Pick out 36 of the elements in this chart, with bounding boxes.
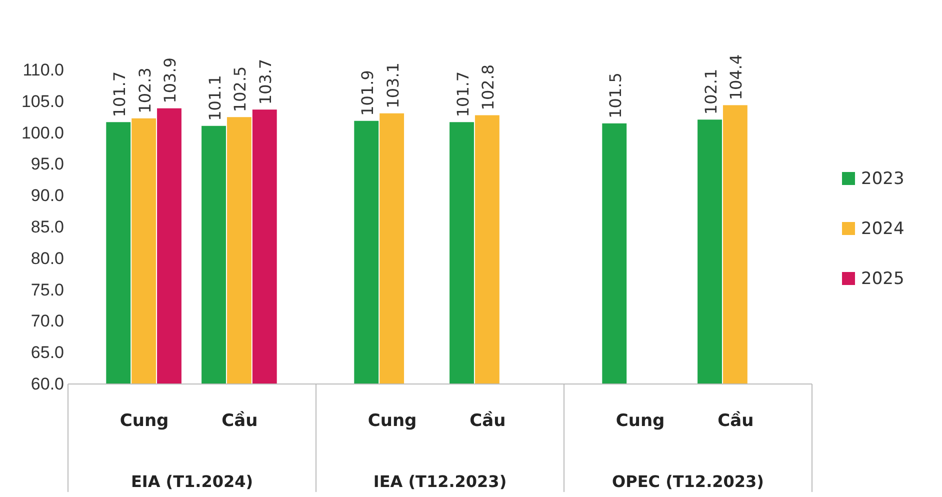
data-label: 101.9 (358, 70, 377, 116)
data-label: 103.7 (256, 58, 276, 105)
data-label: 102.1 (701, 68, 720, 115)
data-label: 102.8 (478, 64, 498, 110)
text: OPEC (T12.2023) (612, 472, 764, 491)
y-tick-label: 95.0 (30, 154, 64, 174)
data-label: 104.4 (726, 54, 746, 100)
x-tick-label: Cung (616, 411, 665, 431)
y-tick-label: 70.0 (30, 312, 64, 331)
data-label: 101.1 (205, 75, 224, 121)
data-label: 101.7 (110, 71, 129, 118)
y-tick-label: 100.0 (21, 123, 64, 142)
text: IEA (T12.2023) (373, 472, 507, 491)
y-tick-label: 75.0 (30, 280, 64, 300)
y-tick-label: 105.0 (21, 92, 64, 111)
data-label: 101.7 (453, 71, 472, 118)
x-tick-label: Cầu (222, 411, 258, 431)
data-label: 103.1 (383, 62, 402, 108)
legend-label: 2023 (861, 169, 904, 189)
y-tick-label: 80.0 (30, 248, 64, 268)
y-tick-label: 60.0 (30, 374, 64, 394)
x-tick-label: Cầu (718, 411, 754, 431)
data-label: 103.9 (160, 57, 180, 104)
data-label: 102.5 (230, 66, 250, 112)
y-tick-label: 90.0 (30, 186, 64, 206)
y-tick-label: 110.0 (22, 60, 64, 80)
x-tick-label: Cầu (470, 411, 506, 431)
data-label: 101.5 (606, 72, 625, 118)
x-tick-label: Cung (368, 411, 417, 431)
y-tick-label: 65.0 (30, 343, 64, 362)
y-tick-label: 85.0 (30, 217, 64, 236)
legend-label: 2025 (861, 269, 904, 289)
legend-label: 2024 (861, 219, 904, 239)
text: EIA (T1.2024) (130, 472, 254, 491)
x-tick-label: Cung (120, 411, 169, 431)
data-label: 102.3 (135, 68, 154, 114)
